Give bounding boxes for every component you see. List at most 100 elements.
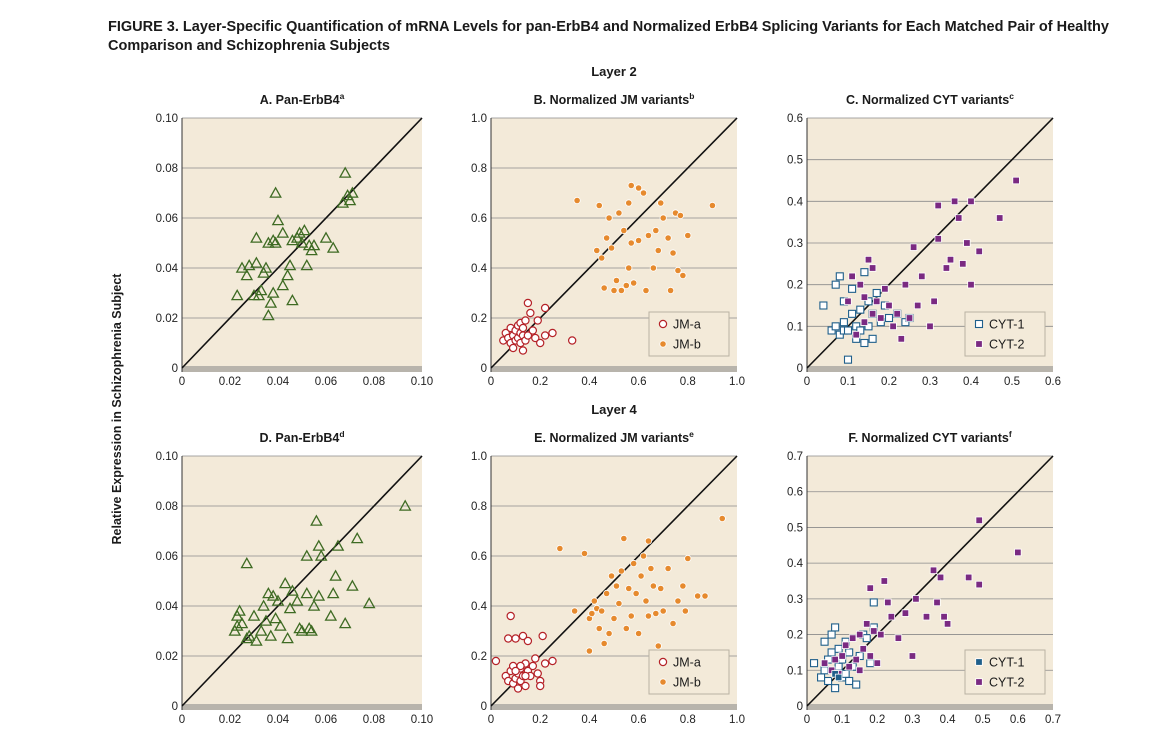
data-point: [627, 612, 635, 620]
data-point: [934, 235, 942, 243]
data-point: [518, 631, 528, 641]
data-point: [644, 537, 653, 545]
y-tick-label: 0.02: [156, 313, 178, 325]
data-point: [664, 234, 672, 242]
data-point: [897, 335, 905, 343]
data-point: [863, 620, 871, 628]
y-tick-label: 0: [481, 363, 487, 375]
data-point: [856, 630, 864, 639]
data-point: [521, 316, 530, 325]
data-point: [533, 316, 542, 325]
data-point: [843, 326, 853, 335]
data-point: [852, 330, 860, 339]
data-point: [835, 330, 844, 339]
y-tick-label: 0.5: [787, 522, 803, 534]
legend-box: [964, 311, 1046, 357]
data-point: [612, 582, 621, 590]
data-point: [880, 577, 889, 585]
data-point: [996, 214, 1004, 222]
data-point: [262, 586, 275, 599]
data-point: [856, 666, 864, 674]
data-point: [516, 661, 525, 671]
data-point: [504, 634, 513, 643]
legend-label: CYT-1: [989, 656, 1024, 670]
data-point: [639, 552, 648, 560]
data-point: [540, 303, 550, 313]
data-point: [281, 268, 294, 281]
x-tick-label: 0.3: [904, 714, 920, 726]
legend-label: CYT-2: [989, 676, 1024, 690]
data-point: [835, 272, 844, 281]
legend-label: JM-b: [673, 338, 701, 352]
series-cyt-1: [809, 598, 878, 693]
data-point: [567, 336, 577, 345]
data-point: [684, 231, 692, 240]
x-tick-label: 0.8: [680, 714, 696, 726]
data-point: [526, 308, 535, 318]
series-points: [228, 499, 412, 646]
y-tick-label: 0.02: [156, 651, 178, 663]
data-point: [908, 652, 917, 660]
data-point: [511, 666, 520, 676]
data-point: [329, 569, 342, 581]
data-point: [834, 662, 843, 671]
y-tick-label: 0.7: [787, 451, 803, 463]
data-point: [657, 199, 665, 207]
data-point: [250, 231, 263, 243]
data-point: [679, 582, 687, 590]
data-point: [884, 313, 894, 323]
data-point: [639, 189, 648, 197]
x-tick-label: 0.6: [631, 714, 647, 726]
data-point: [642, 597, 650, 605]
y-tick-label: 0.04: [156, 263, 179, 275]
x-tick-label: 0.6: [1045, 376, 1061, 388]
identity-line: [806, 117, 1054, 369]
data-point: [298, 223, 311, 236]
data-point: [1012, 176, 1020, 185]
data-point: [281, 631, 294, 644]
data-point: [293, 621, 306, 634]
legend: CYT-1 CYT-2: [964, 649, 1046, 695]
data-point: [856, 280, 864, 289]
data-point: [864, 322, 873, 331]
legend-box: [964, 649, 1046, 695]
data-point: [859, 645, 867, 653]
x-tick-label: 0.3: [922, 376, 938, 388]
data-point: [533, 669, 542, 678]
data-point: [860, 268, 869, 277]
data-point: [975, 516, 983, 524]
data-point: [922, 613, 931, 621]
data-point: [612, 276, 621, 285]
data-point: [701, 592, 709, 600]
data-point: [625, 199, 633, 207]
legend-box: [648, 311, 730, 357]
data-point: [531, 333, 540, 343]
x-tick-label: 0.2: [532, 376, 548, 388]
data-point: [600, 639, 608, 648]
data-point: [607, 244, 616, 252]
data-point: [834, 673, 843, 682]
panel-title: F. Normalized CYT variantsf: [848, 429, 1011, 445]
layer-4-label: Layer 4: [591, 402, 637, 417]
y-tick-label: 0.6: [471, 551, 487, 563]
series-cyt-2: [844, 176, 1020, 343]
panel-title: C. Normalized CYT variantsc: [846, 91, 1014, 107]
data-point: [523, 636, 533, 646]
series-jm-b: [573, 181, 717, 295]
y-tick-label: 0.08: [156, 501, 178, 513]
data-point: [283, 258, 297, 271]
data-point: [271, 594, 285, 606]
data-point: [652, 226, 660, 235]
data-point: [625, 264, 633, 272]
y-tick-label: 1.0: [471, 113, 487, 125]
data-point: [556, 544, 564, 553]
legend-label: CYT-2: [989, 338, 1024, 352]
x-tick-label: 0.1: [840, 376, 856, 388]
x-tick-label: 0.4: [940, 714, 957, 726]
y-tick-label: 0.06: [156, 551, 178, 563]
y-tick-label: 0.5: [787, 155, 803, 167]
series-points: [230, 166, 359, 321]
y-tick-label: 0.4: [471, 601, 488, 613]
data-point: [230, 288, 244, 301]
data-point: [233, 604, 246, 616]
